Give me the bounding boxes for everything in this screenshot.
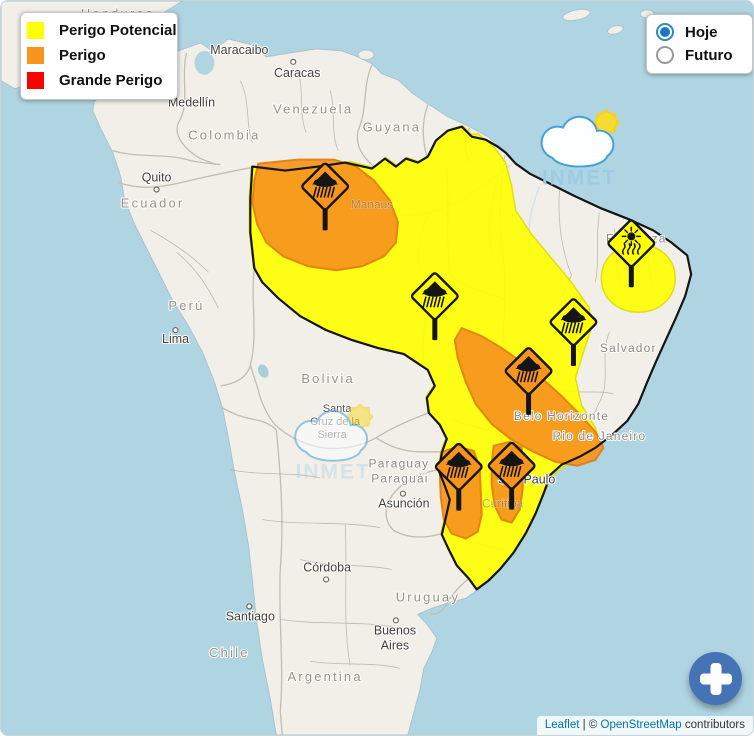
map-label: Guyana xyxy=(363,120,422,135)
inmet-logo-text: INMET xyxy=(296,461,371,484)
map-label: Rio de Janeiro xyxy=(552,429,646,443)
inmet-logos: INMET INMET xyxy=(294,109,620,484)
cloud-icon xyxy=(294,409,369,462)
map-label: Ecuador xyxy=(121,195,185,210)
storm-warning-icon[interactable] xyxy=(410,272,459,341)
map-label: Chile xyxy=(209,645,249,660)
radio-unselected-icon[interactable] xyxy=(656,46,674,64)
map-label: Medellín xyxy=(168,96,215,110)
warning-icons xyxy=(301,162,656,511)
day-selector: Hoje Futuro xyxy=(646,14,753,74)
map-label: Bolivia xyxy=(301,371,355,386)
legend-item-perigo-potencial: Perigo Potencial xyxy=(27,22,177,39)
map-label: Maracaibo xyxy=(210,43,268,57)
orange-swatch-icon xyxy=(27,47,44,64)
city-dot xyxy=(399,490,407,497)
legend-label: Grande Perigo xyxy=(59,72,163,89)
warning-legend: Perigo Potencial Perigo Grande Perigo xyxy=(20,12,178,100)
map-label: Lima xyxy=(162,332,189,346)
inmet-logo: INMET xyxy=(540,109,620,190)
map-label: Venezuela xyxy=(273,102,353,117)
sun-icon xyxy=(346,403,374,431)
city-dot xyxy=(392,617,400,624)
map-label: Salvador xyxy=(600,341,657,355)
map-label: Paraguay xyxy=(369,457,430,471)
copyright-symbol: © xyxy=(588,719,598,731)
inmet-logo: INMET xyxy=(294,403,374,484)
yellow-swatch-icon xyxy=(27,22,44,39)
city-dot xyxy=(172,327,179,334)
radio-option-futuro[interactable]: Futuro xyxy=(656,46,743,64)
legend-label: Perigo xyxy=(59,47,106,64)
map-labels-over: ManausFortalezaSalvadorBelo HorizonteRio… xyxy=(350,197,666,511)
map-label: Belo Horizonte xyxy=(514,409,609,423)
plus-icon xyxy=(699,673,732,684)
map-label: Caracas xyxy=(274,66,320,80)
map-label: Curitiba xyxy=(482,497,524,511)
radio-label: Futuro xyxy=(685,46,733,64)
map-label: Aires xyxy=(381,638,409,652)
legend-label: Perigo Potencial xyxy=(59,22,177,39)
city-dots xyxy=(153,58,407,624)
city-dot xyxy=(323,576,330,583)
red-swatch-icon xyxy=(27,72,44,89)
zoom-in-button[interactable] xyxy=(689,652,742,705)
map-label: Argentina xyxy=(288,669,363,684)
storm-warning-icon[interactable] xyxy=(434,442,483,511)
map-label: Perú xyxy=(168,298,204,313)
city-dot xyxy=(246,603,253,610)
map-label: Colombia xyxy=(188,128,260,143)
storm-warning-icon[interactable] xyxy=(487,441,536,510)
radio-option-hoje[interactable]: Hoje xyxy=(656,23,743,41)
map-label: Buenos xyxy=(374,623,416,637)
radio-selected-icon[interactable] xyxy=(656,23,674,41)
brazil-border xyxy=(249,125,693,591)
storm-warning-icon[interactable] xyxy=(504,347,553,415)
map-label: Manaus xyxy=(351,197,394,211)
city-dot xyxy=(153,186,160,193)
map-label: Paraguái xyxy=(371,472,428,486)
sun-icon xyxy=(593,109,620,136)
cloud-icon xyxy=(540,115,615,168)
inmet-logo-text: INMET xyxy=(542,167,617,190)
heat-warning-icon[interactable] xyxy=(607,219,656,288)
openstreetmap-link[interactable]: OpenStreetMap xyxy=(600,719,682,731)
map-label: Quito xyxy=(142,171,172,185)
map-label: Uruguay xyxy=(396,589,460,604)
storm-warning-icon[interactable] xyxy=(301,162,350,231)
legend-item-grande-perigo: Grande Perigo xyxy=(27,72,169,89)
storm-warning-icon[interactable] xyxy=(549,298,598,367)
legend-item-perigo: Perigo xyxy=(27,47,169,64)
map-attribution: Leaflet | © OpenStreetMap contributors xyxy=(536,716,753,735)
map-label: Santiago xyxy=(226,609,275,623)
map-label: Asunción xyxy=(378,497,429,511)
attribution-separator: | xyxy=(582,719,586,731)
attribution-suffix: contributors xyxy=(684,719,745,731)
leaflet-link[interactable]: Leaflet xyxy=(544,719,580,731)
city-dot xyxy=(290,58,297,65)
radio-label: Hoje xyxy=(685,23,718,41)
map-label: Córdoba xyxy=(303,560,351,574)
